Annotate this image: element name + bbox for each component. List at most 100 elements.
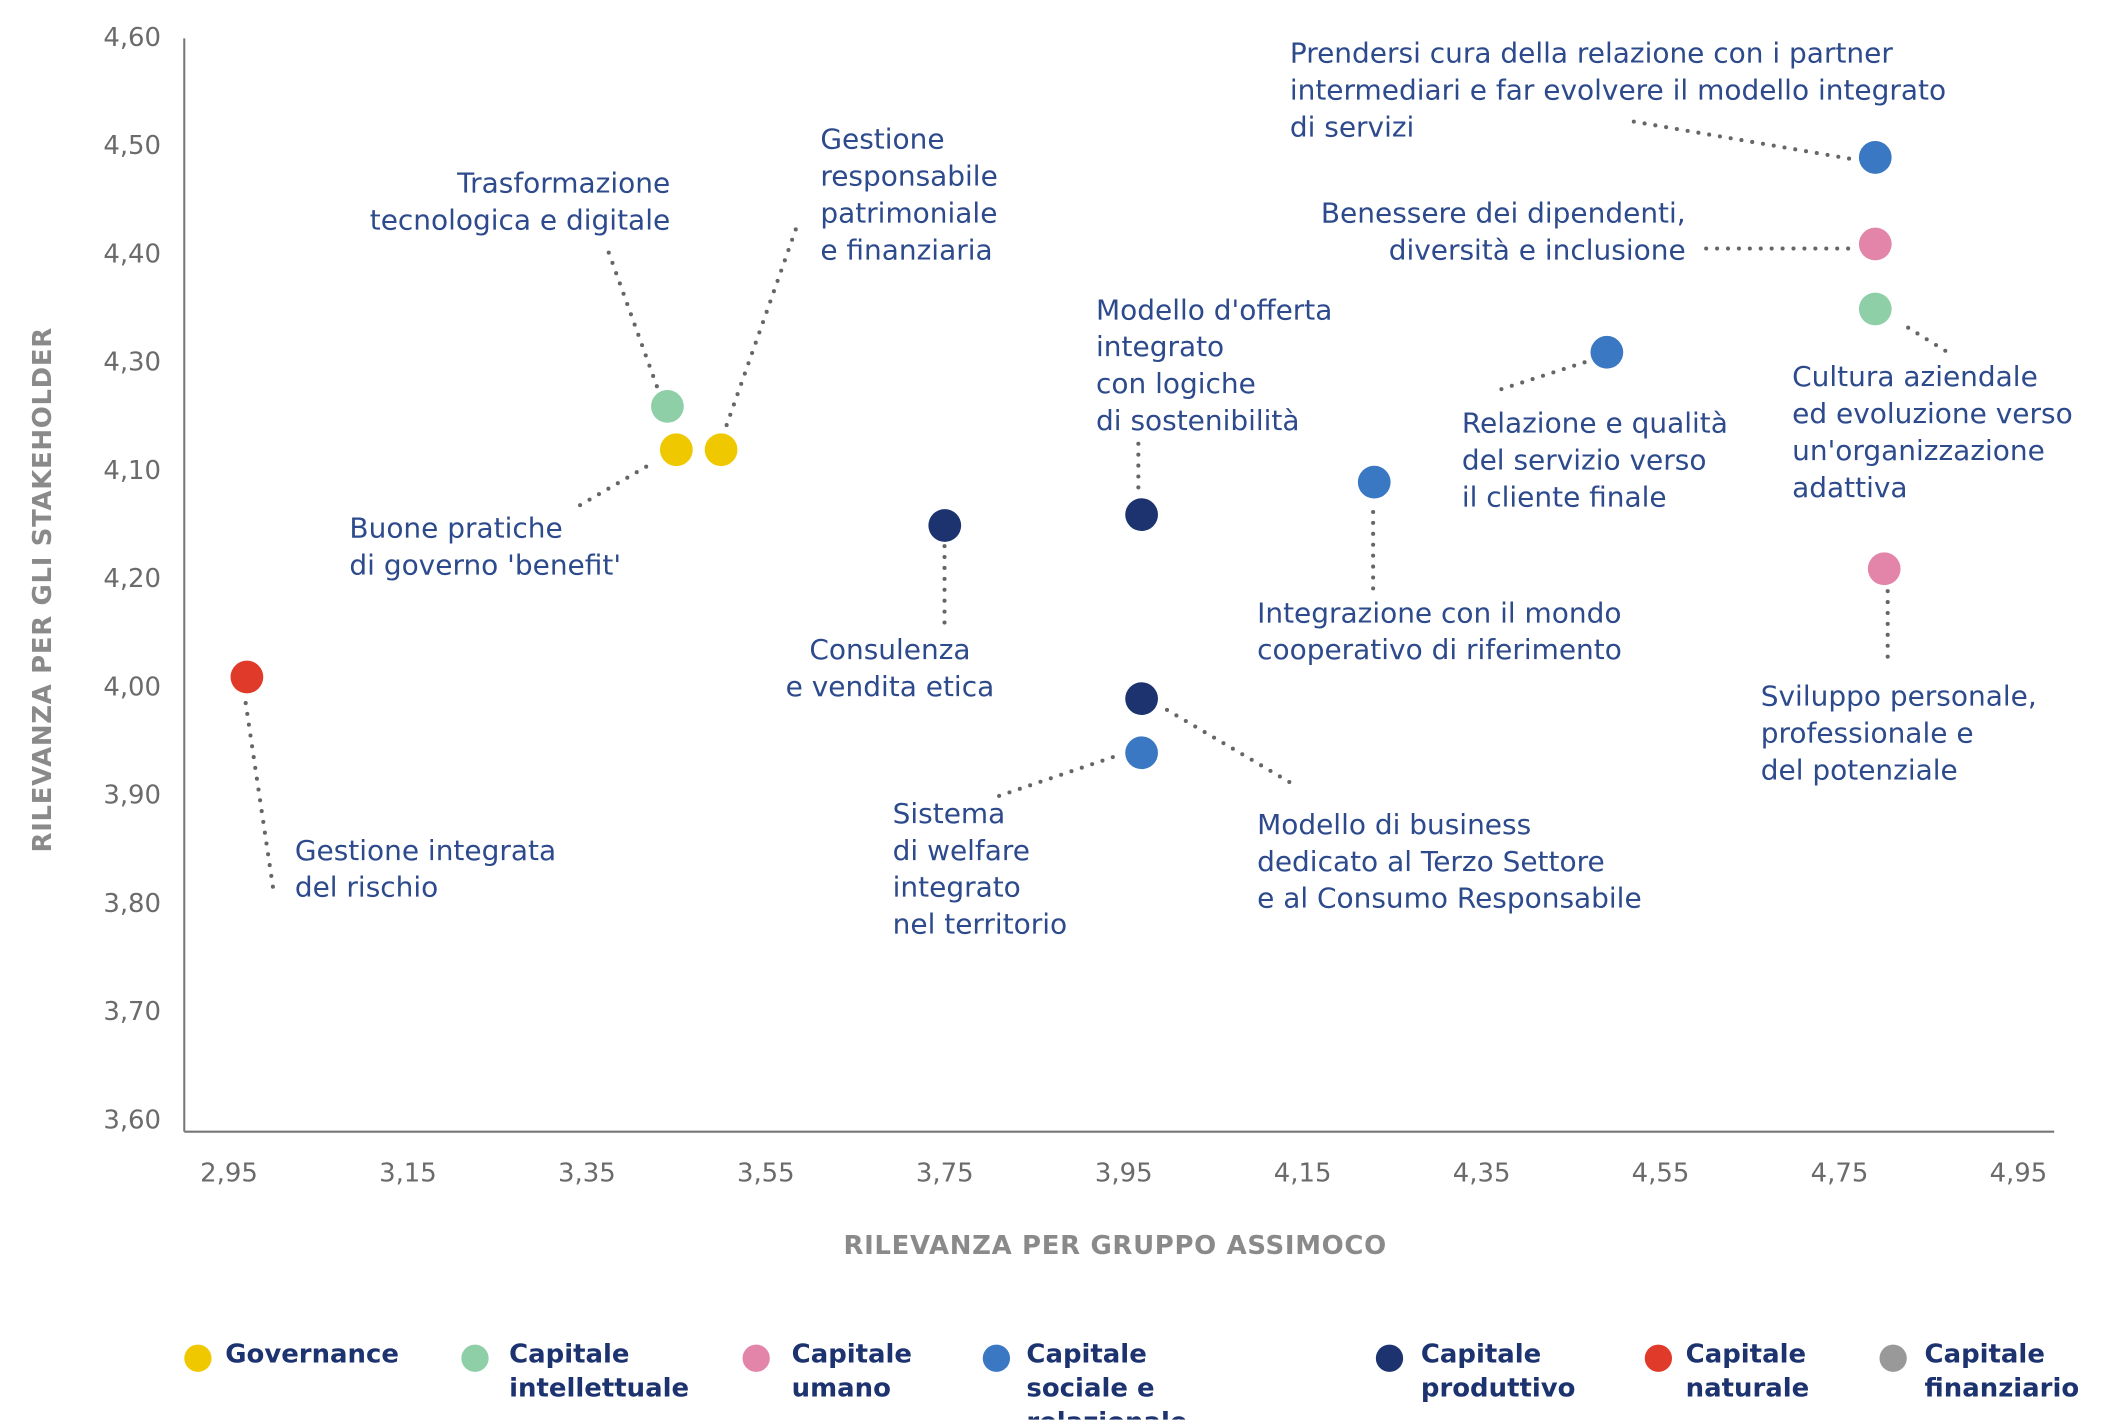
- point-label: Buone pratiche: [349, 512, 562, 545]
- point-label: con logiche: [1096, 367, 1256, 400]
- legend-swatch: [982, 1344, 1011, 1372]
- leader-line: [1631, 119, 1859, 162]
- point: [1125, 736, 1158, 770]
- legend-swatch: [1879, 1344, 1907, 1372]
- point-label: Cultura aziendale: [1792, 360, 2038, 393]
- point: [651, 390, 684, 423]
- x-tick-label: 4,35: [1453, 1158, 1511, 1188]
- point: [928, 509, 962, 542]
- legend-label: Capitale finanziario: [1924, 1339, 2080, 1404]
- y-tick-label: 4,10: [103, 456, 161, 486]
- point: [1858, 141, 1892, 174]
- y-tick-label: 4,30: [103, 348, 161, 378]
- y-tick-label: 3,80: [103, 889, 161, 919]
- legend-label: Capitale umano: [791, 1339, 913, 1404]
- legend-swatch: [461, 1344, 489, 1372]
- point: [1357, 465, 1391, 499]
- point-label: responsabile: [820, 160, 997, 193]
- point-label: e finanziaria: [820, 233, 992, 266]
- point-label: un'organizzazione: [1792, 434, 2045, 467]
- point: [1590, 335, 1624, 369]
- point-label: Integrazione con il mondo: [1257, 596, 1621, 629]
- point-label: tecnologica e digitale: [370, 203, 670, 236]
- leader-line: [1906, 325, 1950, 355]
- y-tick-label: 3,60: [103, 1105, 161, 1135]
- leader-line: [1164, 707, 1299, 789]
- legend-item: Capitale finanziario: [1924, 1339, 2080, 1404]
- x-axis-title: RILEVANZA PER GRUPPO ASSIMOCO: [843, 1231, 1386, 1261]
- x-tick-label: 3,15: [379, 1158, 437, 1188]
- point-label: di governo 'benefit': [349, 549, 621, 582]
- leader-line: [578, 459, 658, 508]
- y-tick-label: 4,00: [103, 672, 161, 702]
- x-tick-label: 4,15: [1274, 1158, 1332, 1188]
- point-label: cooperativo di riferimento: [1257, 633, 1622, 666]
- legend-swatch: [1375, 1344, 1404, 1372]
- leader-line: [606, 250, 660, 392]
- y-tick-label: 4,60: [103, 23, 161, 53]
- legend-item: Capitale intellettuale: [509, 1339, 689, 1403]
- point-label: e al Consumo Responsabile: [1257, 882, 1642, 915]
- x-tick-label: 4,55: [1632, 1158, 1690, 1188]
- point: [1867, 552, 1901, 586]
- point-label: del servizio verso: [1462, 443, 1707, 476]
- legend-swatch: [742, 1344, 770, 1372]
- point: [1858, 227, 1892, 261]
- x-tick-label: 3,95: [1095, 1158, 1153, 1188]
- point: [1858, 292, 1892, 326]
- legend-item: Capitale umano: [791, 1339, 913, 1404]
- point-label: intermediari e far evolvere il modello i…: [1290, 74, 1946, 107]
- point-label: professionale e: [1761, 716, 1974, 749]
- legend-item: Capitale produttivo: [1420, 1339, 1576, 1404]
- y-tick-label: 4,50: [103, 131, 161, 161]
- legend-label: Capitale sociale e relazionale: [1026, 1339, 1187, 1420]
- x-tick-label: 3,55: [737, 1158, 795, 1188]
- legend-swatch: [184, 1344, 212, 1372]
- legend-label: Governance: [225, 1339, 400, 1370]
- point-label: Gestione: [820, 123, 944, 156]
- x-tick-label: 2,95: [200, 1158, 258, 1188]
- point: [659, 433, 693, 467]
- point-label: Sistema: [893, 797, 1006, 830]
- point: [704, 433, 738, 467]
- point-label: di servizi: [1290, 110, 1414, 143]
- leader-line: [1499, 359, 1589, 392]
- point-label: Modello d'offerta: [1096, 293, 1332, 326]
- legend-swatch: [1644, 1344, 1673, 1372]
- point-label: Modello di business: [1257, 808, 1531, 841]
- point-label: e vendita etica: [786, 670, 995, 703]
- point-label: adattiva: [1792, 471, 1907, 504]
- y-tick-label: 3,70: [103, 997, 161, 1027]
- point-label: di sostenibilità: [1096, 404, 1300, 437]
- y-tick-label: 3,90: [103, 781, 161, 811]
- point-label: del potenziale: [1761, 753, 1958, 786]
- point-label: il cliente finale: [1462, 480, 1667, 513]
- legend-label: Capitale naturale: [1685, 1339, 1810, 1404]
- point-label: integrato: [893, 871, 1021, 904]
- x-tick-label: 4,75: [1811, 1158, 1869, 1188]
- legend-label: Capitale produttivo: [1420, 1339, 1576, 1404]
- y-tick-label: 4,40: [103, 239, 161, 269]
- point-label: patrimoniale: [820, 196, 997, 229]
- leader-line: [997, 752, 1122, 798]
- point-label: Relazione e qualità: [1462, 407, 1728, 440]
- x-tick-label: 3,35: [558, 1158, 616, 1188]
- point-label: di welfare: [893, 834, 1030, 867]
- legend-item: Governance: [225, 1339, 400, 1370]
- x-tick-label: 4,95: [1990, 1158, 2048, 1188]
- legend-item: Capitale naturale: [1685, 1339, 1810, 1404]
- point-label: ed evoluzione verso: [1792, 397, 2073, 430]
- point-label: Trasformazione: [456, 166, 670, 199]
- leader-line: [243, 701, 276, 890]
- point-label: Benessere dei dipendenti,: [1321, 196, 1686, 229]
- point: [1125, 682, 1158, 716]
- point-label: Sviluppo personale,: [1761, 680, 2037, 713]
- point-label: del rischio: [295, 871, 438, 904]
- point-label: Prendersi cura della relazione con i par…: [1290, 37, 1893, 70]
- legend-item: Capitale sociale e relazionale: [1026, 1339, 1187, 1420]
- point-label: diversità e inclusione: [1389, 233, 1686, 266]
- point-label: Gestione integrata: [295, 834, 556, 867]
- leader-line: [721, 227, 798, 437]
